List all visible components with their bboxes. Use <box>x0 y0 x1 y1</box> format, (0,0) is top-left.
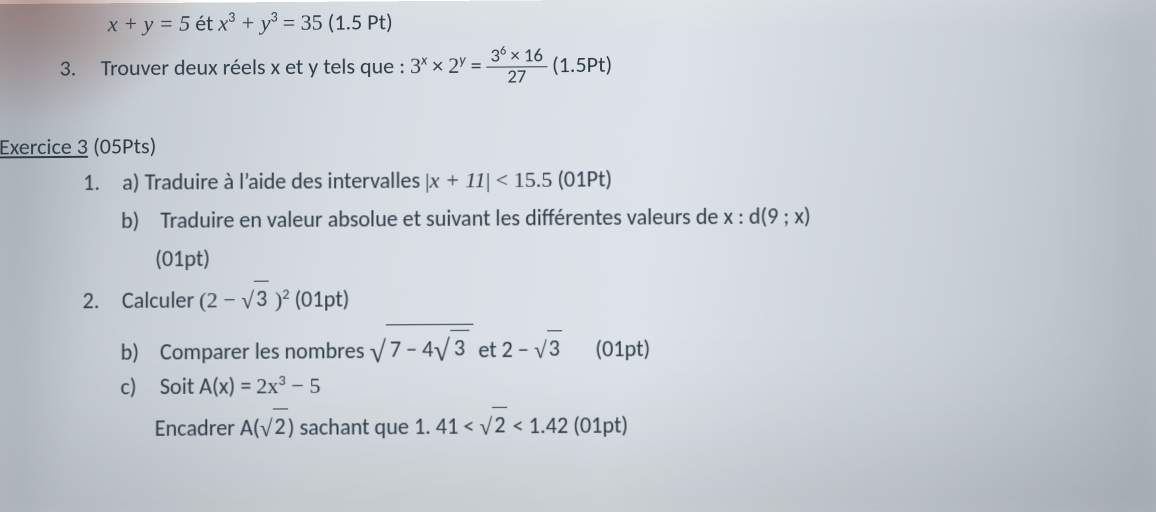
eq1-x: x <box>218 10 228 35</box>
exercice3-header: Exercice 3 (05Pts) <box>0 129 156 163</box>
q2c2-sqrt-arg: 2 <box>272 408 287 443</box>
q2c2-sqrt2-arg: 2 <box>492 407 507 442</box>
q2b-sqrt2: √3 <box>534 331 562 366</box>
q2a-line: 2. Calculer (2 − √3 )2 (01pt) <box>82 281 349 318</box>
exercice3-title: Exercice 3 <box>0 133 88 161</box>
q2c-label: c) <box>120 370 154 404</box>
q1a-line: 1. a) Traduire à l’aide des intervalles … <box>83 162 612 199</box>
q3-frac-num: 36 × 16 <box>486 45 547 67</box>
q3-points: (1.5Pt) <box>552 51 612 78</box>
q2c2-text-b: ) sachant que 1. 41 < <box>288 412 480 441</box>
q3-times: × <box>432 52 448 79</box>
q1b-label: b) <box>121 204 155 238</box>
q2b-sqrt-outer: √7 − 4√3 <box>369 325 473 372</box>
q1a-points: (01Pt) <box>557 165 612 193</box>
paper-background: x + y = 5 ét x3 + y3 = 35 (1.5 Pt) 3. Tr… <box>0 0 1156 512</box>
q1a-text: Traduire à l’aide des intervalles <box>145 166 426 195</box>
q2b-sqrt1-a: 7 − 4 <box>390 335 434 363</box>
q3-3-exp: x <box>421 51 427 69</box>
q3-2: 2 <box>448 53 459 78</box>
q3-2-exp: y <box>459 50 465 68</box>
q1b-points-line: (01pt) <box>155 242 210 276</box>
q2c-minus5: − 5 <box>286 373 321 399</box>
q2a-exp: 2 <box>282 284 289 302</box>
q2b-sqrt-inner: √3 <box>433 325 469 370</box>
q2c2-points: (01pt) <box>573 411 628 439</box>
q2b-points: (01pt) <box>595 335 650 363</box>
eq1-left: x + y = 5 <box>108 11 190 37</box>
q2a-close: ) <box>269 287 282 312</box>
q1b-text: Traduire en valeur absolue et suivant le… <box>160 202 811 234</box>
eq1-x-exp: 3 <box>228 8 235 26</box>
q3-line: 3. Trouver deux réels x et y tels que : … <box>59 46 612 91</box>
q1a-label: a) <box>122 168 144 195</box>
q3-frac-den: 27 <box>487 67 548 87</box>
eq1-rhs: = 35 <box>283 10 323 35</box>
q1a-abs-r: | < 15.5 <box>486 167 553 193</box>
q2c2-line: Encadrer A(√2) sachant que 1. 41 < √2 < … <box>155 407 629 446</box>
exercice3-pts: (05Pts) <box>88 132 156 160</box>
eq1-y-exp: 3 <box>270 8 277 26</box>
q3-eq: = <box>471 52 487 79</box>
q1-number: 1. <box>83 166 117 199</box>
q2b-text: Comparer les nombres <box>160 337 370 366</box>
q2c-text: Soit A(x) = <box>160 372 257 400</box>
q1b-line: b) Traduire en valeur absolue et suivant… <box>121 199 811 237</box>
q2-number: 2. <box>82 284 116 318</box>
q2c2-text-c: < 1.42 <box>508 412 569 440</box>
q2a-open: (2 − <box>199 287 241 313</box>
q2a-sqrt-arg: 3 <box>254 281 269 316</box>
q3-frac-x16: × 16 <box>506 44 543 67</box>
q2c-line: c) Soit A(x) = 2x3 − 5 <box>120 368 320 403</box>
q3-text: Trouver deux réels x et y tels que : <box>101 52 410 81</box>
q2c2-sqrt: √2 <box>260 409 288 444</box>
q2b-sqrt2-arg: 3 <box>547 330 563 365</box>
q2c2-text-a: Encadrer A( <box>155 414 260 442</box>
q1b-points: (01pt) <box>155 245 210 273</box>
q2c2-sqrt2: √2 <box>479 408 507 443</box>
q2b-line: b) Comparer les nombres √7 − 4√3 et 2 − … <box>121 324 651 374</box>
q2b-sqrt1-inner: 3 <box>450 330 469 365</box>
q2a-text: Calculer <box>122 286 199 314</box>
q2c-2x: 2x <box>256 373 278 399</box>
eq1-points: (1.5 Pt) <box>328 8 393 35</box>
q3-3: 3 <box>410 53 421 78</box>
q3-fraction: 36 × 16 27 <box>486 45 547 87</box>
eq1-plus-y: + y <box>240 10 270 35</box>
eq1-et: ét <box>195 9 218 36</box>
q2c-exp: 3 <box>279 370 286 388</box>
prev-q-line: x + y = 5 ét x3 + y3 = 35 (1.5 Pt) <box>108 5 393 40</box>
q2b-label: b) <box>121 335 155 369</box>
q1a-abs-mid: x + 11 <box>429 167 485 193</box>
q2a-sqrt: √3 <box>241 282 269 317</box>
q2b-mid: et 2 − <box>478 336 534 364</box>
q3-number: 3. <box>60 51 96 84</box>
q2a-points: (01pt) <box>295 285 350 313</box>
q3-frac-36-base: 3 <box>490 45 500 68</box>
